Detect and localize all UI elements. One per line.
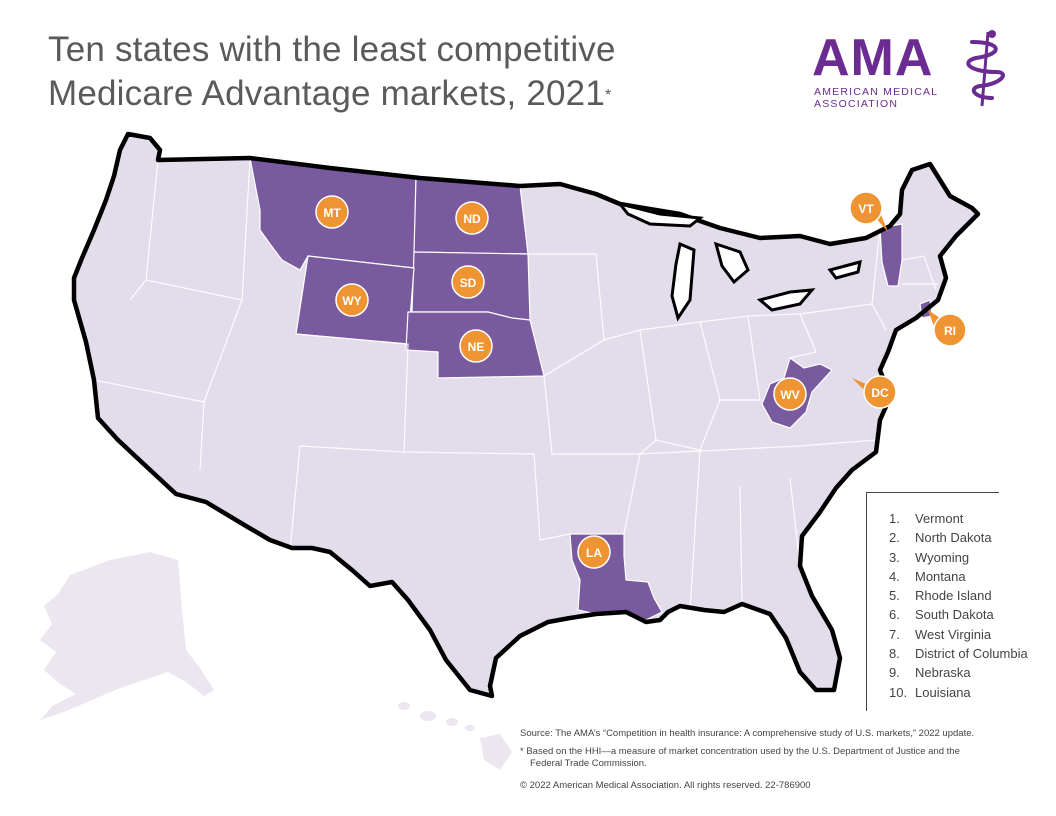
outline-stroke <box>71 131 981 699</box>
footnote: * Based on the HHI—a measure of market c… <box>520 746 960 769</box>
marker-mt: MT <box>315 195 349 229</box>
legend-item: 10. Louisiana <box>889 684 971 700</box>
page-title: Ten states with the least competitive Me… <box>48 28 616 116</box>
state-borders <box>93 159 938 611</box>
marker-vt: VT <box>849 191 888 232</box>
contiguous-us-outline <box>74 134 978 696</box>
ama-logo: AMA AMERICAN MEDICAL ASSOCIATION <box>812 28 1012 118</box>
legend-item: 5. Rhode Island <box>889 588 992 604</box>
legend-item: 9. Nebraska <box>889 665 971 681</box>
marker-la: LA <box>577 535 611 569</box>
svg-text:MT: MT <box>323 206 341 220</box>
source-note: Source: The AMA’s “Competition in health… <box>520 728 975 739</box>
caduceus-icon <box>966 30 1005 107</box>
marker-ri: RI <box>928 310 967 347</box>
svg-text:VT: VT <box>858 202 874 216</box>
svg-text:NE: NE <box>468 340 485 354</box>
legend-item: 3. Wyoming <box>889 549 970 565</box>
svg-text:RI: RI <box>944 324 956 338</box>
title-footnote-marker: * <box>605 87 612 104</box>
legend-item: 2. North Dakota <box>889 530 992 546</box>
svg-text:ND: ND <box>463 212 481 226</box>
title-line-2: Medicare Advantage markets, 2021* <box>48 74 612 113</box>
hawaii <box>398 702 512 770</box>
marker-wy: WY <box>335 283 369 317</box>
ranking-legend: 1. Vermont 2. North Dakota 3. Wyoming 4. Mon… <box>866 492 1028 711</box>
copyright-note: © 2022 American Medical Association. All… <box>520 780 811 791</box>
marker-ne: NE <box>459 329 493 363</box>
svg-text:WV: WV <box>780 388 799 402</box>
svg-text:DC: DC <box>871 386 889 400</box>
marker-dc: DC <box>852 375 897 409</box>
map-markers: MT ND SD WY NE VT RI WV <box>315 191 967 569</box>
alaska <box>40 552 214 720</box>
legend-item: 8. District of Columbia <box>889 646 1028 662</box>
legend-item: 6. South Dakota <box>889 607 994 623</box>
legend-item: 7. West Virginia <box>889 626 992 642</box>
ranking-list: 1. Vermont 2. North Dakota 3. Wyoming 4. Mon… <box>889 509 1028 702</box>
logo-subtitle: AMERICAN MEDICAL ASSOCIATION <box>814 86 939 110</box>
legend-item: 4. Montana <box>889 568 966 584</box>
svg-text:LA: LA <box>586 546 602 560</box>
svg-text:SD: SD <box>460 276 477 290</box>
marker-sd: SD <box>451 265 485 299</box>
marker-nd: ND <box>455 201 489 235</box>
title-line-1: Ten states with the least competitive <box>48 30 616 69</box>
great-lakes <box>616 201 862 322</box>
marker-wv: WV <box>773 377 807 411</box>
legend-item: 1. Vermont <box>889 511 964 526</box>
state-vermont <box>879 223 903 287</box>
svg-text:WY: WY <box>342 294 361 308</box>
logo-wordmark: AMA <box>812 29 934 87</box>
